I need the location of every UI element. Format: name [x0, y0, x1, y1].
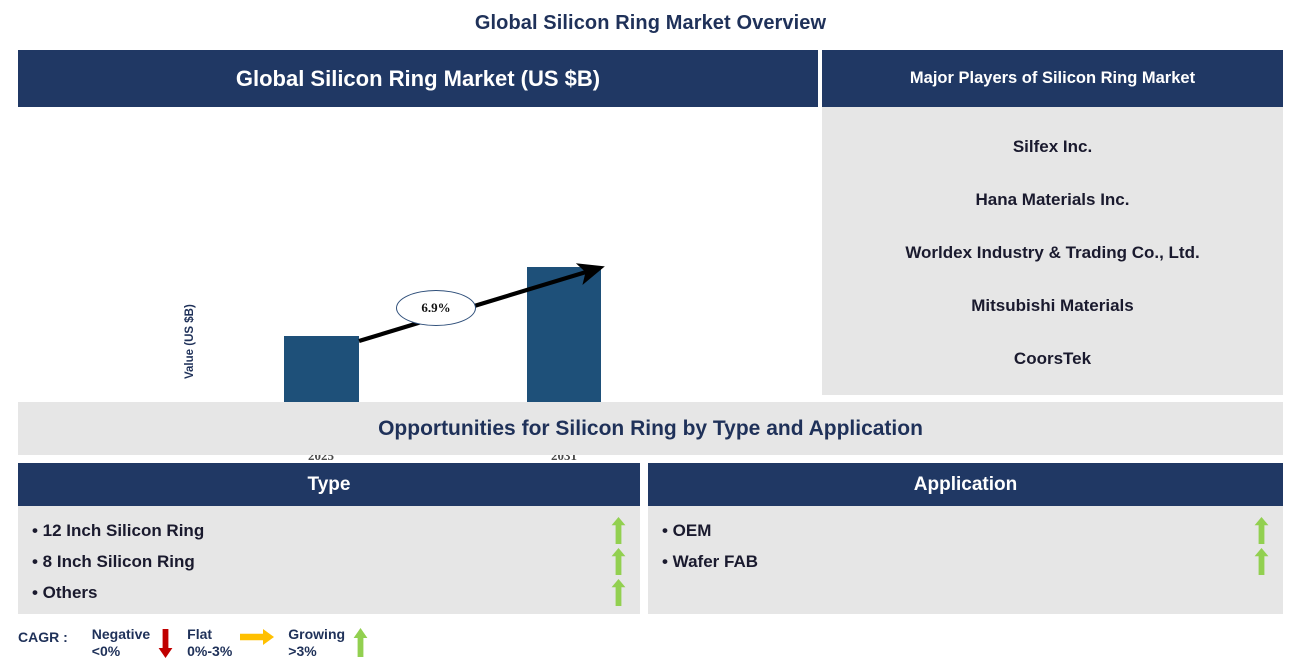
legend-item-flat: Flat 0%-3% — [187, 626, 282, 660]
legend-growing-range: >3% — [288, 643, 317, 659]
legend-negative-text: Negative <0% — [92, 626, 150, 660]
type-column-header-label: Type — [307, 473, 351, 495]
arrow-up-icon — [611, 579, 626, 606]
arrow-up-icon — [611, 548, 626, 575]
list-item[interactable]: • 12 Inch Silicon Ring — [18, 515, 640, 546]
list-item-label: • OEM — [662, 520, 712, 540]
arrow-up-icon — [353, 626, 368, 658]
list-item-label: • Others — [32, 582, 98, 602]
cagr-legend: CAGR : Negative <0% Flat 0%-3% Growing >… — [18, 626, 518, 668]
market-bar-chart: Value (US $B) 6.9% 2025 2031 Source : Lu… — [18, 107, 818, 496]
arrow-up-icon — [1254, 517, 1269, 544]
type-column-header: Type — [18, 463, 640, 506]
type-column-body: • 12 Inch Silicon Ring • 8 Inch Silicon … — [18, 506, 640, 614]
legend-flat-range: 0%-3% — [187, 643, 233, 659]
type-list: • 12 Inch Silicon Ring • 8 Inch Silicon … — [18, 506, 640, 608]
cagr-bubble: 6.9% — [396, 290, 476, 326]
legend-item-growing: Growing >3% — [288, 626, 376, 660]
legend-negative-range: <0% — [91, 643, 121, 659]
cagr-legend-label: CAGR : — [18, 629, 68, 645]
application-column-header: Application — [648, 463, 1283, 506]
opportunities-title: Opportunities for Silicon Ring by Type a… — [378, 416, 923, 440]
players-panel-header: Major Players of Silicon Ring Market — [822, 50, 1283, 107]
market-panel-header-label: Global Silicon Ring Market (US $B) — [235, 65, 601, 91]
player-name: Mitsubishi Materials — [971, 295, 1134, 315]
page-title: Global Silicon Ring Market Overview — [474, 12, 827, 34]
arrow-up-icon — [1254, 548, 1269, 575]
growth-arrow-icon — [358, 263, 605, 344]
list-item[interactable]: • Others — [18, 577, 640, 608]
player-name: CoorsTek — [1013, 348, 1092, 368]
application-list: • OEM • Wafer FAB — [648, 506, 1283, 577]
arrow-right-icon — [240, 626, 275, 646]
player-name: Silfex Inc. — [1012, 137, 1093, 157]
players-panel-body: Silfex Inc. Hana Materials Inc. Worldex … — [822, 107, 1283, 395]
arrow-up-icon — [611, 517, 626, 544]
legend-growing-text: Growing >3% — [288, 626, 345, 660]
list-item-label: • 12 Inch Silicon Ring — [32, 520, 205, 540]
player-name: Worldex Industry & Trading Co., Ltd. — [905, 242, 1200, 262]
market-panel-body: Value (US $B) 6.9% 2025 2031 Source : Lu… — [18, 107, 818, 496]
market-panel-header: Global Silicon Ring Market (US $B) — [18, 50, 818, 107]
legend-growing-name: Growing — [288, 626, 346, 642]
legend-flat-name: Flat — [187, 626, 213, 642]
list-item-label: • 8 Inch Silicon Ring — [32, 551, 195, 571]
application-column-header-label: Application — [913, 473, 1018, 495]
player-name: Hana Materials Inc. — [975, 190, 1130, 210]
arrow-down-icon — [158, 626, 173, 658]
legend-item-negative: Negative <0% — [92, 626, 181, 660]
cagr-bubble-value: 6.9% — [421, 300, 451, 315]
legend-flat-text: Flat 0%-3% — [187, 626, 232, 660]
opportunities-banner: Opportunities for Silicon Ring by Type a… — [18, 402, 1283, 455]
list-item-label: • Wafer FAB — [662, 551, 758, 571]
list-item[interactable]: • 8 Inch Silicon Ring — [18, 546, 640, 577]
application-column-body: • OEM • Wafer FAB — [648, 506, 1283, 614]
list-item[interactable]: • Wafer FAB — [648, 546, 1283, 577]
chart-y-axis-label: Value (US $B) — [184, 304, 196, 379]
list-item[interactable]: • OEM — [648, 515, 1283, 546]
players-panel-header-label: Major Players of Silicon Ring Market — [909, 69, 1196, 87]
legend-negative-name: Negative — [91, 626, 151, 642]
